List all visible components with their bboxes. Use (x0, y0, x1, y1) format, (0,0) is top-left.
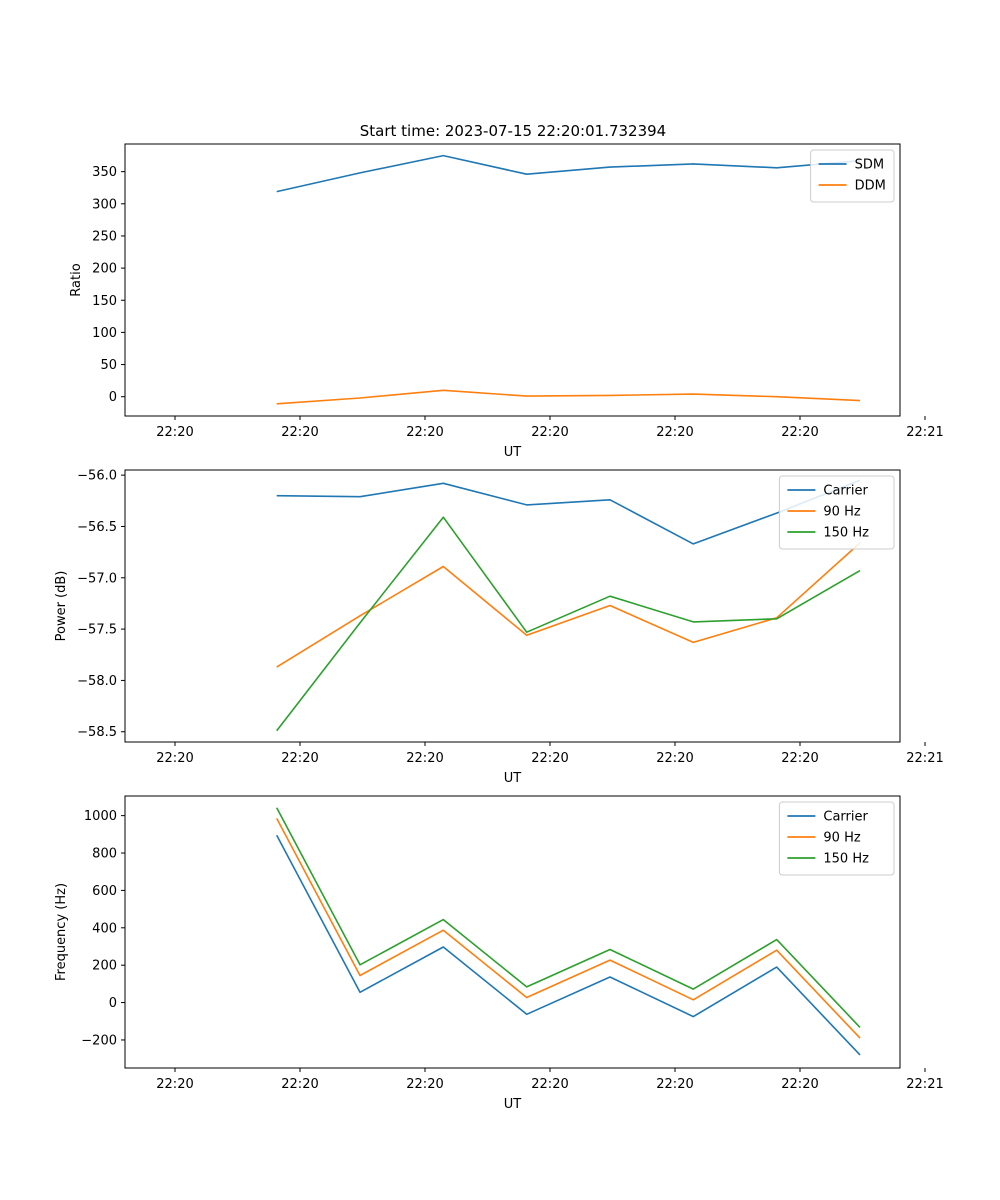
legend-label: 150 Hz (823, 852, 869, 867)
x-tick-label: 22:20 (281, 425, 318, 440)
y-axis-label: Power (dB) (54, 571, 69, 642)
x-tick-label: 22:20 (531, 1077, 568, 1092)
legend-box (778, 801, 895, 876)
legend: SDM DDM (810, 149, 895, 203)
y-tick-label: 800 (92, 847, 117, 862)
x-tick-label: 22:21 (906, 1077, 943, 1092)
x-tick-label: 22:20 (531, 425, 568, 440)
y-tick-label: 50 (100, 358, 117, 373)
y-tick-label: 100 (92, 326, 117, 341)
x-tick-label: 22:20 (531, 751, 568, 766)
y-tick-label: 200 (92, 959, 117, 974)
legend-label: 90 Hz (823, 505, 860, 520)
x-tick-label: 22:20 (656, 751, 693, 766)
x-tick-label: 22:20 (406, 425, 443, 440)
chart-panel-1: 22:20 22:20 22:20 22:20 22:20 22:20 22:21 0 50 10… (69, 143, 944, 460)
x-axis-label: UT (504, 445, 522, 460)
axes-frame (124, 795, 901, 1069)
chart-panel-3: 22:20 22:20 22:20 22:20 22:20 22:20 22:21 −200 0… (54, 795, 944, 1112)
series-line-90-hz (276, 542, 861, 668)
legend-box (778, 475, 895, 550)
y-tick-label: 250 (92, 229, 117, 244)
x-axis-label: UT (504, 771, 522, 786)
x-tick-label: 22:20 (156, 751, 193, 766)
y-tick-label: −57.5 (77, 623, 117, 638)
y-tick-label: −57.0 (77, 571, 117, 586)
figure-title: Start time: 2023-07-15 22:20:01.732394 (360, 122, 666, 140)
y-tick-label: 200 (92, 262, 117, 277)
y-tick-label: −56.5 (77, 520, 117, 535)
axes-frame (124, 469, 901, 743)
x-tick-label: 22:20 (406, 751, 443, 766)
y-tick-label: 1000 (84, 809, 117, 824)
y-tick-label: −58.5 (77, 725, 117, 740)
x-tick-label: 22:21 (906, 751, 943, 766)
x-tick-label: 22:20 (156, 425, 193, 440)
x-tick-label: 22:21 (906, 425, 943, 440)
legend-label: Carrier (823, 484, 868, 499)
x-axis-label: UT (504, 1097, 522, 1112)
x-tick-label: 22:20 (156, 1077, 193, 1092)
y-tick-label: −56.0 (77, 469, 117, 484)
x-tick-label: 22:20 (406, 1077, 443, 1092)
legend-box (810, 149, 895, 203)
series-line-sdm (276, 154, 861, 193)
chart-panels: 22:20 22:20 22:20 22:20 22:20 22:20 22:21 0 50 10… (54, 143, 944, 1112)
y-tick-label: −58.0 (77, 674, 117, 689)
x-tick-label: 22:20 (781, 425, 818, 440)
x-tick-label: 22:20 (656, 1077, 693, 1092)
series-line-90-hz (275, 818, 861, 1039)
legend: Carrier 90 Hz 150 Hz (778, 801, 895, 876)
y-tick-label: 0 (109, 996, 117, 1011)
legend-label: 90 Hz (823, 831, 860, 846)
x-tick-label: 22:20 (281, 1077, 318, 1092)
legend: Carrier 90 Hz 150 Hz (778, 475, 895, 550)
y-tick-label: −200 (81, 1033, 117, 1048)
axes-frame (124, 143, 901, 417)
series-line-150-hz (276, 516, 861, 732)
series-line-150-hz (275, 807, 861, 1028)
y-tick-label: 300 (92, 197, 117, 212)
chart-panel-2: 22:20 22:20 22:20 22:20 22:20 22:20 22:21 −58.5… (54, 469, 944, 786)
y-tick-label: 400 (92, 921, 117, 936)
legend-label: SDM (855, 158, 884, 173)
y-axis-label: Frequency (Hz) (54, 883, 69, 981)
legend-label: Carrier (823, 810, 868, 825)
x-tick-label: 22:20 (781, 751, 818, 766)
x-tick-label: 22:20 (281, 751, 318, 766)
y-tick-label: 0 (109, 390, 117, 405)
series-line-carrier (275, 834, 861, 1056)
y-tick-label: 150 (92, 294, 117, 309)
y-axis-label: Ratio (69, 263, 84, 296)
x-tick-label: 22:20 (656, 425, 693, 440)
y-tick-label: 350 (92, 165, 117, 180)
series-line-ddm (276, 389, 861, 405)
series-line-carrier (276, 479, 861, 545)
x-tick-label: 22:20 (781, 1077, 818, 1092)
legend-label: DDM (855, 179, 886, 194)
y-tick-label: 600 (92, 884, 117, 899)
legend-label: 150 Hz (823, 526, 869, 541)
